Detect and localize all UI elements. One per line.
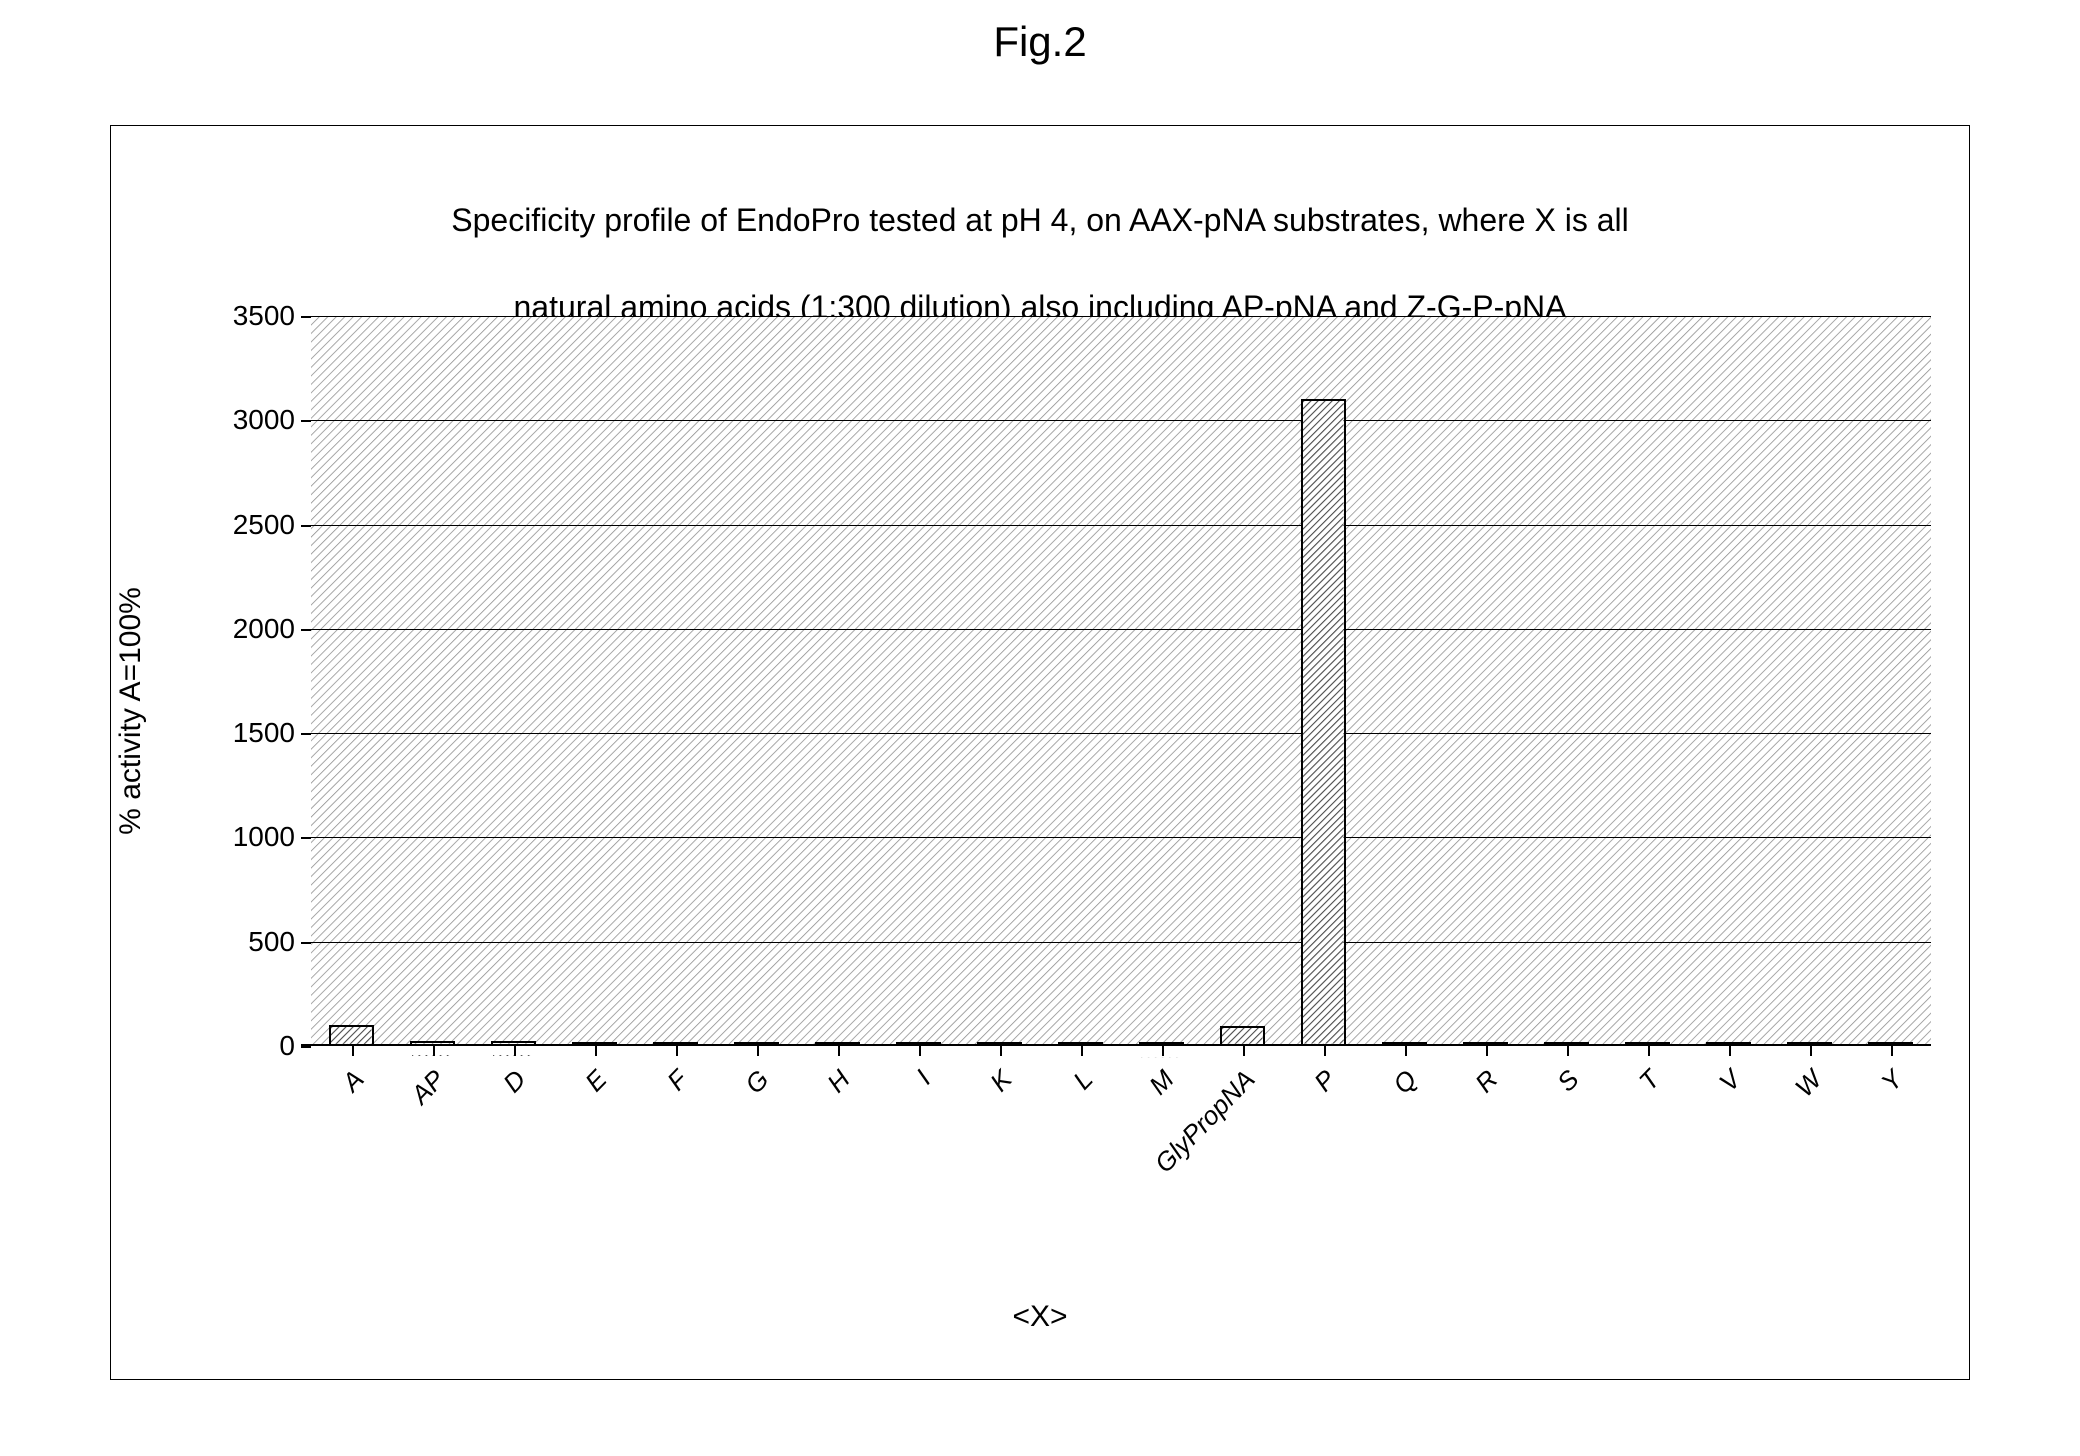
x-tick-labels: AAPDEFGHIKLMGlyPropNAPQRSTVWY — [311, 1046, 1931, 1216]
y-tick-label: 500 — [248, 926, 311, 958]
x-tick-label: Y — [1874, 1064, 1908, 1098]
x-tick-label: Q — [1386, 1064, 1422, 1100]
bars-group — [311, 316, 1931, 1046]
chart-title-line1: Specificity profile of EndoPro tested at… — [451, 202, 1628, 238]
x-tick-label: W — [1788, 1064, 1827, 1103]
bar — [329, 1025, 374, 1046]
y-tick-label: 1000 — [233, 821, 311, 853]
bar-fill — [331, 1027, 372, 1044]
x-tick-label: L — [1066, 1064, 1098, 1096]
x-tick-mark — [595, 1046, 597, 1056]
x-tick-mark — [1081, 1046, 1083, 1056]
x-tick-label: A — [335, 1064, 369, 1098]
x-tick-mark — [1000, 1046, 1002, 1056]
bar — [1301, 399, 1346, 1046]
y-tick-label: 1500 — [233, 717, 311, 749]
x-tick-label: M — [1142, 1064, 1179, 1101]
x-tick-mark — [838, 1046, 840, 1056]
x-tick-mark — [676, 1046, 678, 1056]
x-tick-mark — [1405, 1046, 1407, 1056]
y-tick-label: 3000 — [233, 404, 311, 436]
x-tick-mark — [1648, 1046, 1650, 1056]
x-tick-mark — [514, 1046, 516, 1056]
chart-title: Specificity profile of EndoPro tested at… — [111, 156, 1969, 329]
x-tick-mark — [919, 1046, 921, 1056]
x-tick-mark — [1729, 1046, 1731, 1056]
figure-label: Fig.2 — [0, 18, 2080, 66]
x-tick-mark — [1891, 1046, 1893, 1056]
x-tick-mark — [352, 1046, 354, 1056]
x-tick-label: T — [1632, 1064, 1665, 1097]
x-tick-mark — [433, 1046, 435, 1056]
x-tick-mark — [1486, 1046, 1488, 1056]
y-tick-label: 2500 — [233, 509, 311, 541]
x-tick-label: G — [738, 1064, 774, 1100]
bar-fill — [1303, 401, 1344, 1044]
x-tick-mark — [1162, 1046, 1164, 1056]
plot-area: 0500100015002000250030003500 — [311, 316, 1931, 1046]
x-tick-label: R — [1468, 1064, 1503, 1099]
x-tick-label: D — [496, 1064, 531, 1099]
x-tick-label: P — [1307, 1064, 1341, 1098]
chart-container: Specificity profile of EndoPro tested at… — [110, 125, 1970, 1380]
x-tick-label: H — [820, 1064, 855, 1099]
y-axis-label-text: % activity A=100% — [114, 587, 148, 835]
x-tick-mark — [1567, 1046, 1569, 1056]
page: Fig.2 Specificity profile of EndoPro tes… — [0, 0, 2080, 1456]
x-tick-mark — [1324, 1046, 1326, 1056]
bar-fill — [1222, 1028, 1263, 1044]
y-axis-label: % activity A=100% — [101, 381, 161, 1041]
x-tick-label: AP — [404, 1064, 450, 1110]
x-tick-mark — [1243, 1046, 1245, 1056]
x-tick-label: K — [983, 1064, 1017, 1098]
x-tick-label: F — [660, 1064, 693, 1097]
x-axis-label: <X> — [111, 1300, 1969, 1334]
y-tick-label: 0 — [279, 1030, 311, 1062]
y-tick-label: 3500 — [233, 300, 311, 332]
x-tick-mark — [757, 1046, 759, 1056]
x-tick-label: I — [909, 1064, 936, 1091]
y-tick-label: 2000 — [233, 613, 311, 645]
x-tick-label: S — [1550, 1064, 1584, 1098]
x-tick-label: V — [1712, 1064, 1746, 1098]
x-tick-label: E — [578, 1064, 612, 1098]
x-tick-mark — [1810, 1046, 1812, 1056]
